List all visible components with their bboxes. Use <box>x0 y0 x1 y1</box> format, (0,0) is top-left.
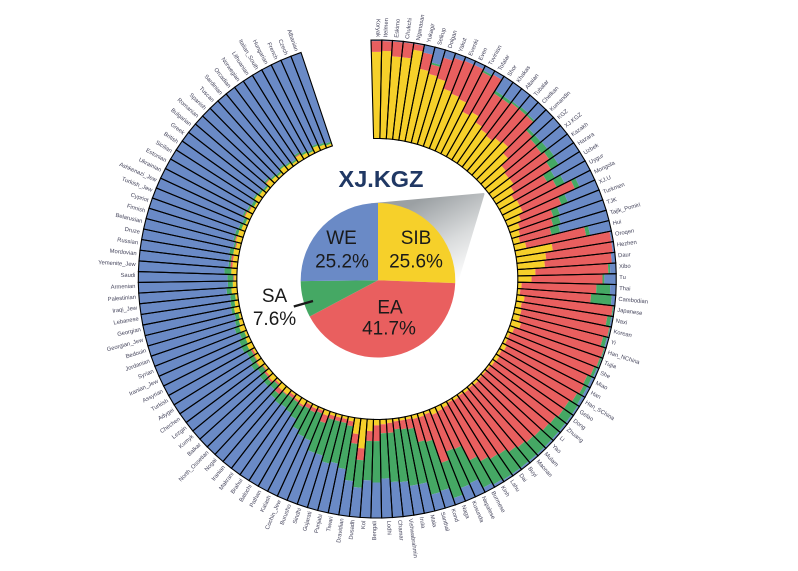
svg-text:Xibo: Xibo <box>619 264 631 271</box>
svg-text:Hui: Hui <box>612 219 622 227</box>
svg-text:Yukagir: Yukagir <box>426 23 436 43</box>
svg-text:Palestinian: Palestinian <box>108 295 137 303</box>
svg-text:Yemenite_Jew: Yemenite_Jew <box>98 260 137 268</box>
svg-text:Hezhen: Hezhen <box>617 240 638 249</box>
svg-text:Cypriot: Cypriot <box>130 192 150 204</box>
svg-text:Yi: Yi <box>610 340 616 347</box>
svg-text:Lodhi: Lodhi <box>385 521 392 535</box>
svg-text:Kond: Kond <box>449 508 459 523</box>
svg-text:Dusadh: Dusadh <box>349 520 357 540</box>
svg-text:Shor: Shor <box>507 64 519 78</box>
svg-text:Czech: Czech <box>277 39 289 56</box>
svg-text:Syrian: Syrian <box>137 369 154 381</box>
svg-text:Kinh: Kinh <box>499 485 510 498</box>
svg-text:Georgian: Georgian <box>117 327 142 338</box>
svg-text:EA: EA <box>377 297 403 318</box>
svg-text:WE: WE <box>326 228 357 249</box>
svg-text:Dravidian: Dravidian <box>336 518 345 543</box>
svg-text:Sindhi: Sindhi <box>292 508 303 525</box>
svg-text:Druze: Druze <box>124 227 140 236</box>
svg-text:Cambodian: Cambodian <box>618 297 648 306</box>
svg-text:Tiwari: Tiwari <box>326 516 335 532</box>
svg-text:Japanese: Japanese <box>617 308 643 317</box>
svg-text:Naxi: Naxi <box>615 318 627 326</box>
svg-text:Daur: Daur <box>618 252 631 259</box>
svg-text:SIB: SIB <box>401 228 432 249</box>
svg-text:Armenian: Armenian <box>111 284 136 291</box>
svg-text:Itelmen: Itelmen <box>383 18 390 37</box>
svg-text:41.7%: 41.7% <box>362 318 416 339</box>
svg-text:Iraqi_Jew: Iraqi_Jew <box>112 306 138 315</box>
svg-text:Thai: Thai <box>619 286 631 293</box>
svg-text:Chukchi: Chukchi <box>405 18 414 40</box>
svg-text:Eskimo: Eskimo <box>394 19 402 38</box>
svg-text:25.6%: 25.6% <box>389 252 443 273</box>
svg-text:She: She <box>599 371 611 381</box>
svg-text:Punjabi: Punjabi <box>314 514 324 534</box>
svg-text:Dai: Dai <box>517 473 527 484</box>
svg-text:Naga: Naga <box>460 505 471 521</box>
svg-text:Russian: Russian <box>117 237 139 246</box>
svg-text:Bengali: Bengali <box>372 521 378 540</box>
svg-text:Yakut: Yakut <box>458 37 469 53</box>
svg-text:Yao: Yao <box>550 444 561 455</box>
svg-text:Tu: Tu <box>619 275 626 281</box>
svg-text:Nganasan: Nganasan <box>416 14 427 41</box>
svg-text:XJ.U: XJ.U <box>598 175 612 185</box>
svg-text:Saudi: Saudi <box>120 273 135 279</box>
svg-text:Buyi: Buyi <box>526 466 538 479</box>
svg-text:Santhal: Santhal <box>439 511 450 532</box>
svg-text:25.2%: 25.2% <box>315 252 369 273</box>
svg-text:Irula: Irula <box>418 517 426 530</box>
svg-text:Selkup: Selkup <box>437 27 447 46</box>
svg-text:Koryak: Koryak <box>374 19 380 37</box>
svg-text:Li: Li <box>558 436 565 443</box>
svg-text:Mordovian: Mordovian <box>109 249 137 258</box>
svg-text:Lebanese: Lebanese <box>113 316 139 326</box>
svg-text:Kol: Kol <box>361 521 367 530</box>
svg-text:Han: Han <box>589 390 601 400</box>
svg-text:TJK: TJK <box>606 197 618 206</box>
svg-text:Korean: Korean <box>613 329 633 339</box>
svg-text:7.6%: 7.6% <box>253 309 296 330</box>
svg-text:Tujia: Tujia <box>603 361 617 371</box>
svg-text:Gujarati: Gujarati <box>302 511 313 532</box>
svg-text:Vishwabrahmin: Vishwabrahmin <box>407 518 418 558</box>
svg-text:Chamar: Chamar <box>396 520 404 541</box>
svg-text:Miao: Miao <box>594 381 608 392</box>
svg-text:Oroqen: Oroqen <box>615 228 635 237</box>
svg-text:Finnish: Finnish <box>126 204 146 215</box>
svg-text:Dolgan: Dolgan <box>448 30 459 49</box>
svg-text:XJ.KGZ: XJ.KGZ <box>339 166 424 192</box>
svg-text:SA: SA <box>262 286 288 307</box>
svg-text:Even: Even <box>478 47 489 62</box>
svg-text:Mala: Mala <box>428 514 437 528</box>
